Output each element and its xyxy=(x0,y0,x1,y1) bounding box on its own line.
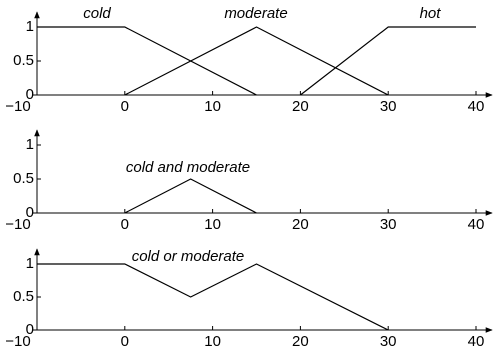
line xyxy=(37,26,257,96)
x-tick-label: 10 xyxy=(204,216,221,233)
x-tick-label: −10 xyxy=(5,333,30,350)
x-tick-label: 40 xyxy=(468,333,485,350)
x-tick-label: 30 xyxy=(380,98,397,115)
x-tick-label: −10 xyxy=(5,216,30,233)
y-tick-label: 0 xyxy=(26,321,34,338)
line xyxy=(300,26,476,96)
x-tick-label: 0 xyxy=(121,216,129,233)
series-label: hot xyxy=(420,5,442,22)
series-label: cold xyxy=(83,5,111,22)
x-tick-label: 20 xyxy=(292,98,309,115)
y-tick-label: 1 xyxy=(26,255,34,272)
line xyxy=(124,178,257,214)
x-tick-label: 10 xyxy=(204,333,221,350)
y-tick-label: 0.5 xyxy=(13,288,34,305)
x-tick-label: 10 xyxy=(204,98,221,115)
series-label: cold or moderate xyxy=(132,248,245,265)
x-tick-label: 0 xyxy=(121,333,129,350)
x-tick-label: 0 xyxy=(121,98,129,115)
y-tick-label: 0.5 xyxy=(13,170,34,187)
x-tick-label: 30 xyxy=(380,333,397,350)
x-tick-label: 20 xyxy=(292,216,309,233)
y-tick-label: 1 xyxy=(26,136,34,153)
line xyxy=(124,26,389,96)
x-tick-label: 30 xyxy=(380,216,397,233)
x-tick-label: 40 xyxy=(468,216,485,233)
y-tick-label: 0 xyxy=(26,204,34,221)
series-label: moderate xyxy=(224,5,287,22)
series-label: cold and moderate xyxy=(126,159,250,176)
y-tick-label: 0.5 xyxy=(13,52,34,69)
line xyxy=(37,263,389,331)
x-tick-label: 40 xyxy=(468,98,485,115)
y-tick-label: 1 xyxy=(26,18,34,35)
y-tick-label: 0 xyxy=(26,86,34,103)
x-tick-label: 20 xyxy=(292,333,309,350)
x-tick-label: −10 xyxy=(5,98,30,115)
